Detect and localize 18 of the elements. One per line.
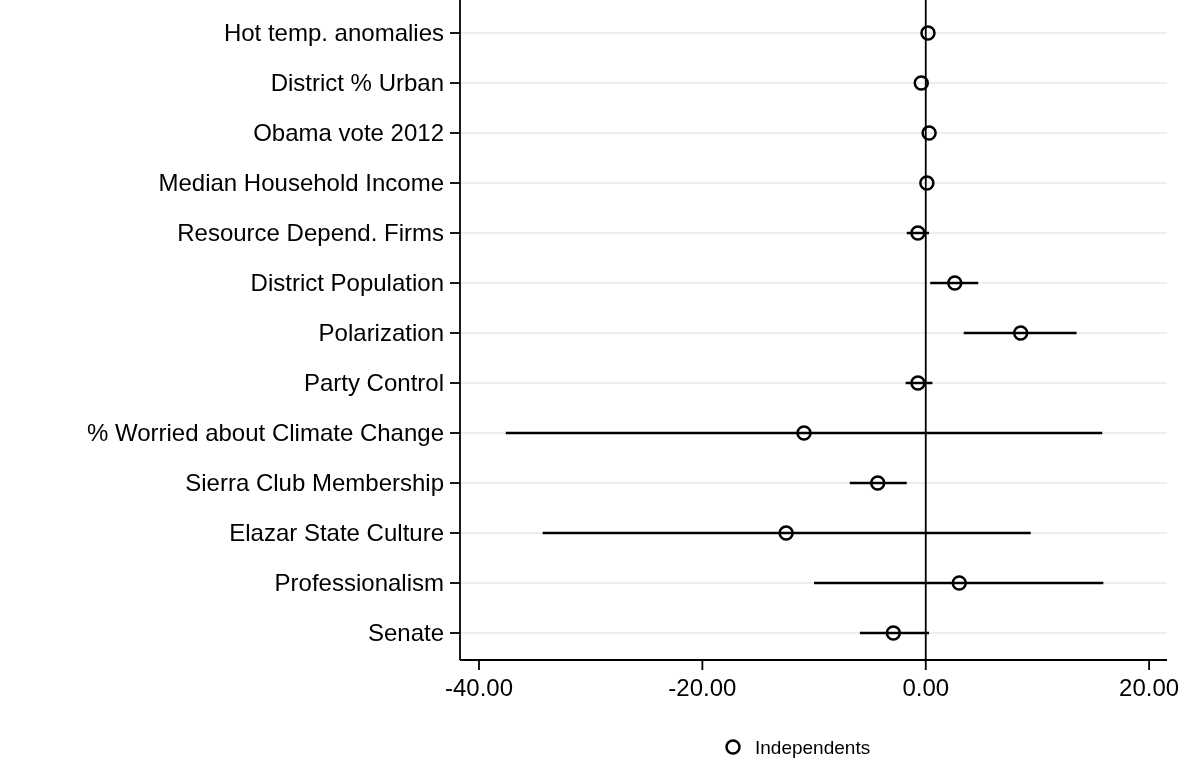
y-tick-label: Median Household Income [158, 169, 444, 197]
x-tick-label: -20.00 [668, 674, 737, 701]
y-tick-label: % Worried about Climate Change [86, 419, 444, 447]
y-tick-label: Polarization [318, 319, 444, 347]
y-tick-label: Hot temp. anomalies [223, 19, 444, 47]
y-tick-label: District Population [250, 269, 444, 297]
y-tick-label: Senate [367, 619, 444, 647]
y-tick-label: Obama vote 2012 [253, 119, 444, 147]
legend-label: Independents [755, 736, 871, 758]
y-tick-label: Resource Depend. Firms [177, 219, 444, 247]
y-tick-label: Elazar State Culture [229, 519, 444, 547]
y-tick-label: Professionalism [274, 569, 444, 597]
x-tick-label: -40.00 [444, 674, 514, 701]
y-tick-label: Party Control [303, 369, 444, 397]
y-tick-label: Sierra Club Membership [185, 469, 444, 497]
x-tick-label: 0.00 [902, 674, 950, 701]
x-tick-label: 20.00 [1119, 674, 1180, 701]
y-tick-label: District % Urban [270, 69, 444, 97]
